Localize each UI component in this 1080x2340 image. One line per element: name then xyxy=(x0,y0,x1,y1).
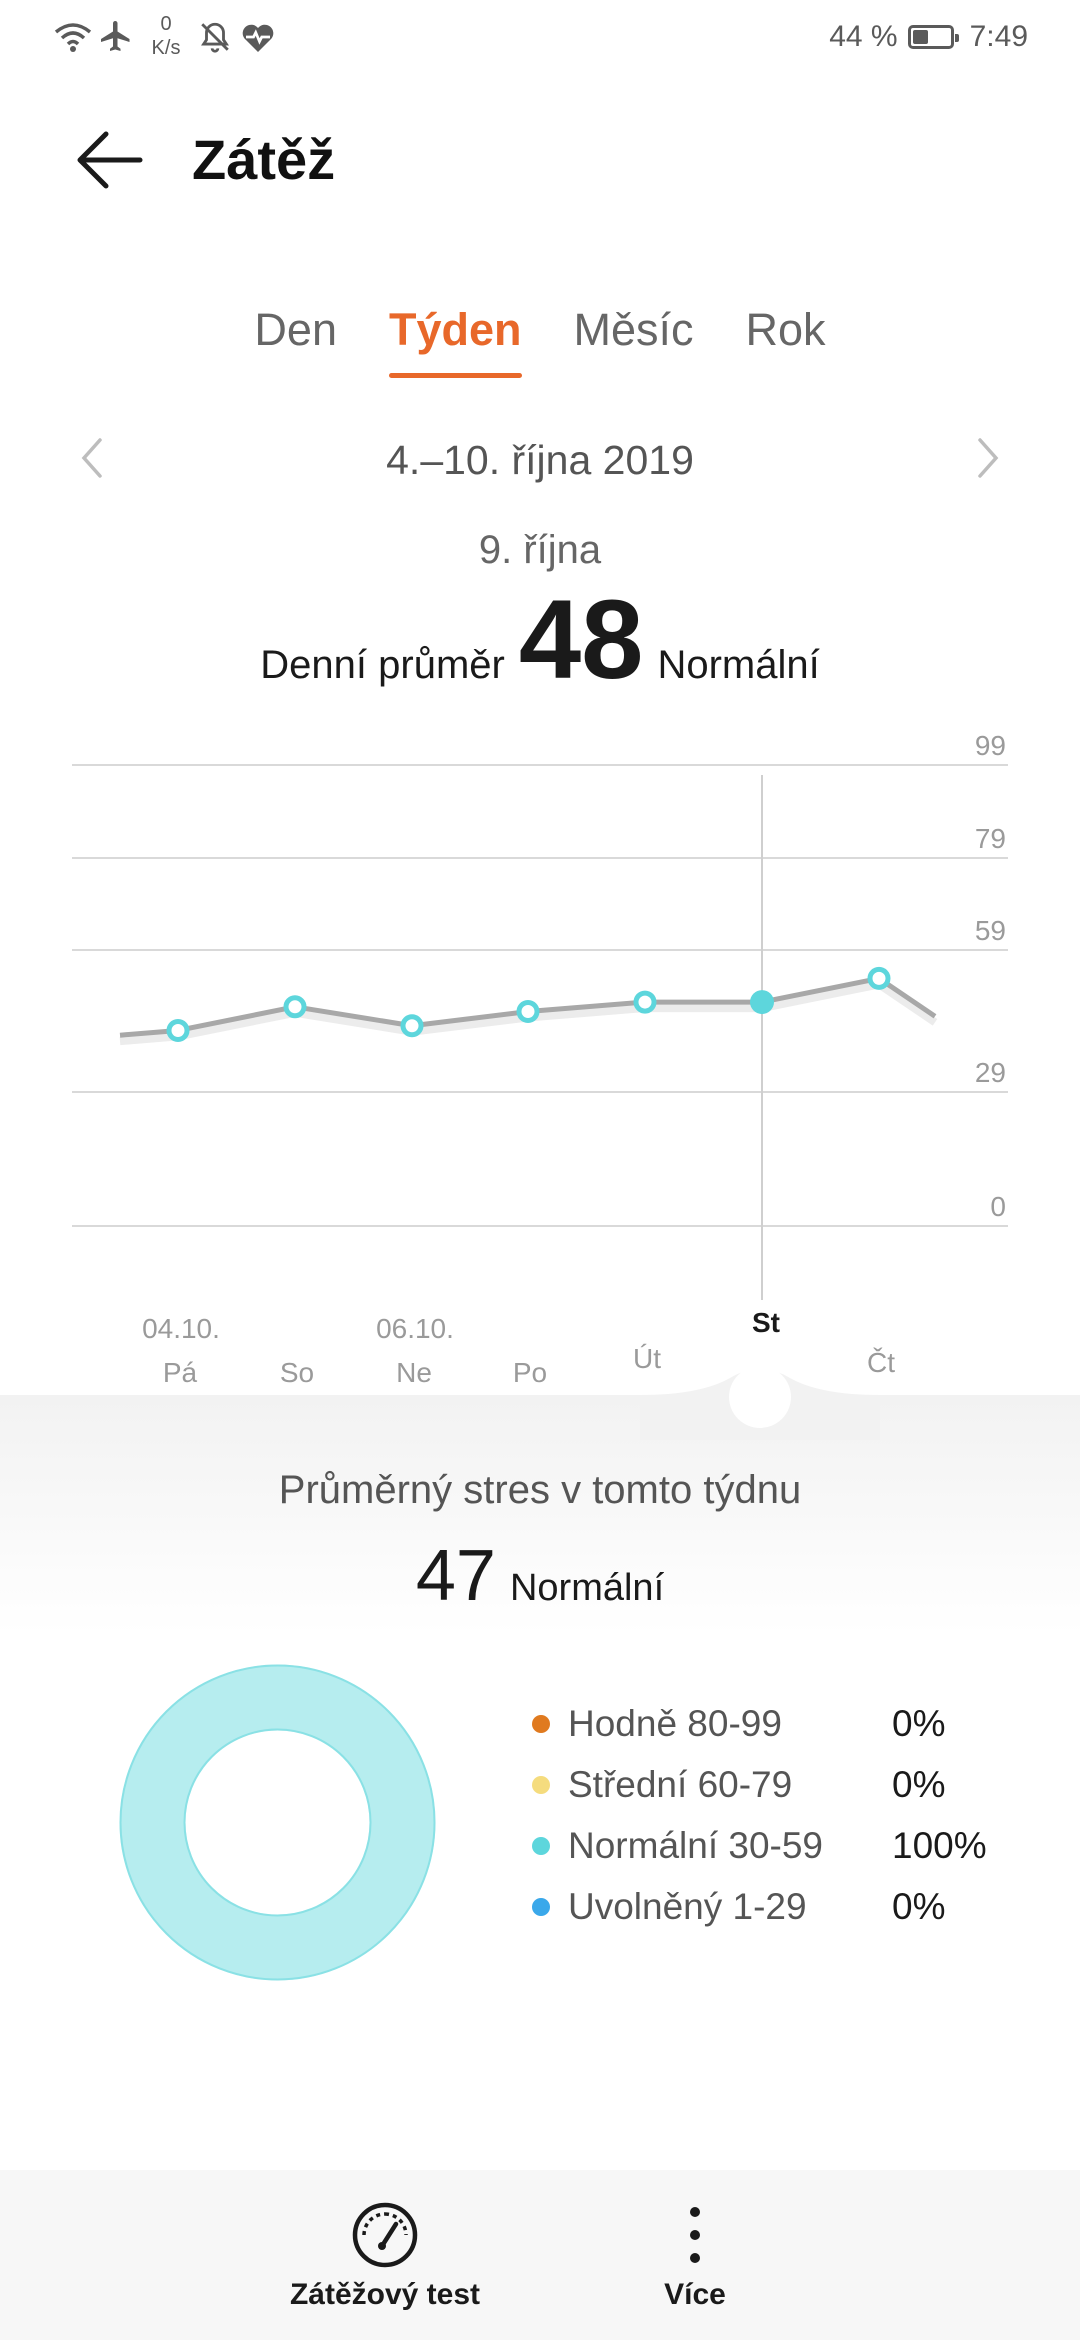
legend-item: Střední 60-79 0% xyxy=(530,1756,1030,1817)
donut-slice xyxy=(119,1664,436,1981)
bottom-toolbar: Zátěžový test Více xyxy=(0,2170,1080,2340)
legend-label: Normální 30-59 xyxy=(568,1825,824,1866)
x-day-label[interactable]: Pá xyxy=(163,1357,198,1388)
network-speed-unit: K/s xyxy=(151,37,181,59)
battery-percent: 44 % xyxy=(829,20,898,53)
chevron-right-icon xyxy=(978,438,999,478)
data-point[interactable] xyxy=(516,1000,540,1024)
tab-year[interactable]: Rok xyxy=(745,304,826,355)
week-summary-value: 47 xyxy=(415,1536,496,1616)
wifi-icon xyxy=(54,23,92,52)
period-tabs: Den Týden Měsíc Rok xyxy=(0,290,1080,378)
x-day-label[interactable]: Ne xyxy=(396,1357,432,1388)
bell-off-icon xyxy=(201,22,229,53)
x-day-label[interactable]: So xyxy=(280,1357,314,1388)
legend-percent: 0% xyxy=(892,1886,946,1927)
slider-thumb[interactable] xyxy=(729,1366,791,1428)
data-point[interactable] xyxy=(166,1018,190,1042)
gauge-icon xyxy=(352,2202,418,2268)
heart-rate-icon xyxy=(242,24,274,52)
legend-color-dot xyxy=(532,1837,550,1855)
distribution-donut-chart xyxy=(119,1664,436,1981)
legend-item: Normální 30-59 100% xyxy=(530,1817,1030,1878)
network-speed: 0 K/s xyxy=(146,12,186,60)
tab-month[interactable]: Měsíc xyxy=(573,304,694,355)
period-label: 4.–10. října 2019 xyxy=(386,437,694,483)
x-day-label-selected[interactable]: St xyxy=(752,1307,780,1338)
day-slider[interactable] xyxy=(640,1330,880,1440)
back-button[interactable] xyxy=(70,120,150,200)
chevron-left-icon xyxy=(81,438,102,478)
x-date-label: 06.10. xyxy=(376,1313,454,1344)
daily-average-value: 48 xyxy=(518,577,644,702)
y-tick-label: 59 xyxy=(975,915,1006,946)
daily-average-status: Normální xyxy=(657,643,820,687)
donut-slice-edge xyxy=(119,1664,436,1981)
legend-item: Hodně 80-99 0% xyxy=(530,1695,1030,1756)
data-point[interactable] xyxy=(867,966,891,990)
clock: 7:49 xyxy=(969,20,1028,53)
data-point[interactable] xyxy=(633,990,657,1014)
status-bar: 0 K/s 44 % 7:49 xyxy=(0,0,1080,75)
y-tick-label: 0 xyxy=(990,1191,1006,1222)
tab-day[interactable]: Den xyxy=(254,304,337,355)
more-vertical-icon xyxy=(690,2207,700,2263)
status-right: 44 % 7:49 xyxy=(829,20,1028,54)
legend-item: Uvolněný 1-29 0% xyxy=(530,1878,1030,1939)
more-button[interactable]: Více xyxy=(620,2170,770,2340)
next-period-button[interactable] xyxy=(958,428,1018,488)
legend-label: Uvolněný 1-29 xyxy=(568,1886,807,1927)
legend-label: Hodně 80-99 xyxy=(568,1703,782,1744)
donut-slice-edge xyxy=(183,1728,372,1917)
previous-period-button[interactable] xyxy=(62,428,122,488)
data-point-selected[interactable] xyxy=(750,990,774,1015)
x-date-label: 04.10. xyxy=(142,1313,220,1344)
y-tick-label: 29 xyxy=(975,1057,1006,1088)
x-day-label[interactable]: Út xyxy=(633,1343,661,1374)
arrow-left-icon xyxy=(77,131,143,189)
x-day-label[interactable]: Po xyxy=(513,1357,547,1388)
network-speed-value: 0 xyxy=(160,13,172,35)
distribution-legend: Hodně 80-99 0% Střední 60-79 0% Normální 30-… xyxy=(530,1695,1030,1939)
legend-color-dot xyxy=(532,1898,550,1916)
legend-label: Střední 60-79 xyxy=(568,1764,793,1805)
legend-percent: 0% xyxy=(892,1703,946,1744)
stress-test-button[interactable]: Zátěžový test xyxy=(280,2170,490,2340)
selected-day-date: 9. října xyxy=(478,528,602,572)
stress-test-label: Zátěžový test xyxy=(289,2278,481,2311)
legend-color-dot xyxy=(532,1776,550,1794)
page-title: Zátěž xyxy=(192,128,336,191)
data-point[interactable] xyxy=(400,1014,424,1038)
week-summary-title: Průměrný stres v tomto týdnu xyxy=(278,1468,802,1512)
x-day-label[interactable]: Čt xyxy=(867,1347,895,1378)
y-tick-label: 79 xyxy=(975,823,1006,854)
data-point[interactable] xyxy=(283,995,307,1019)
airplane-icon xyxy=(101,21,130,51)
daily-average: Denní průměr 48 Normální xyxy=(0,577,1080,702)
battery-fill xyxy=(912,30,929,44)
week-summary-status: Normální xyxy=(509,1567,665,1609)
tab-week[interactable]: Týden xyxy=(363,290,548,378)
week-summary: 47 Normální xyxy=(0,1535,1080,1617)
more-label: Více xyxy=(664,2278,726,2311)
legend-percent: 0% xyxy=(892,1764,946,1805)
y-tick-label: 99 xyxy=(975,730,1006,761)
battery-icon xyxy=(907,25,959,49)
legend-percent: 100% xyxy=(892,1825,987,1866)
stress-line-chart[interactable]: 99 79 59 29 0 04.10. Pá So 06.10. Ne Po Út St Čt xyxy=(0,720,1080,1420)
legend-color-dot xyxy=(532,1715,550,1733)
daily-average-label: Denní průměr xyxy=(260,643,505,687)
